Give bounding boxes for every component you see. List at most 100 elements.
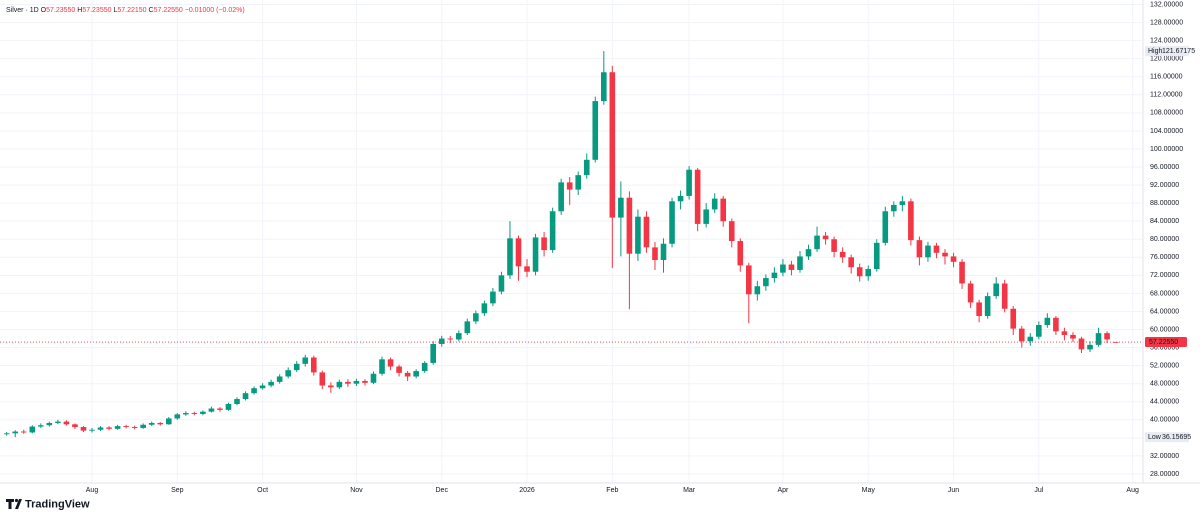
candle-body — [635, 216, 641, 254]
y-tick-label: 120.00000 — [1150, 56, 1183, 63]
candle-body — [763, 278, 769, 287]
candle-body — [165, 418, 172, 425]
marker-label: 121.67175 — [1162, 48, 1195, 55]
candle-body — [3, 433, 10, 435]
candle-body — [908, 201, 914, 241]
candle-body — [20, 431, 27, 433]
candle-body — [746, 265, 752, 295]
x-tick-label: 2026 — [519, 487, 535, 494]
candle-body — [481, 303, 488, 314]
candle-body — [72, 424, 78, 428]
x-tick-label: Apr — [777, 487, 789, 494]
candle-body — [771, 272, 778, 279]
candle-body — [660, 243, 667, 261]
y-tick-label: 96.00000 — [1150, 164, 1179, 171]
candle-body — [541, 237, 547, 251]
marker-box — [1145, 432, 1189, 443]
symbol-title: Silver · 1D — [6, 7, 39, 14]
y-tick-label: 72.00000 — [1150, 272, 1179, 279]
candle-body — [677, 195, 684, 202]
candle-body — [413, 371, 419, 377]
ohlc-key: C — [149, 7, 154, 14]
candle-body — [728, 221, 735, 242]
candle-body — [1078, 338, 1085, 350]
candle-body — [370, 373, 377, 383]
candle-body — [336, 381, 343, 388]
candle-body — [575, 175, 582, 190]
candle-body — [703, 209, 709, 224]
candle-body — [183, 413, 189, 415]
candle-body — [225, 404, 232, 410]
candle-body — [626, 197, 633, 254]
candle-body — [148, 422, 155, 425]
candle-body — [310, 357, 317, 373]
candle-body — [891, 204, 897, 212]
candle-body — [1061, 331, 1068, 335]
candle-body — [345, 381, 351, 384]
candle-body — [430, 343, 436, 363]
candle-body — [959, 261, 965, 284]
candle-body — [566, 182, 573, 190]
candle-body — [174, 414, 181, 419]
candle-body — [507, 238, 513, 276]
candle-body — [157, 422, 164, 425]
candle-body — [694, 169, 701, 224]
candle-body — [839, 251, 846, 258]
last-price-label: 57.22550 — [1149, 339, 1178, 346]
candle-body — [63, 421, 70, 425]
candle-body — [814, 235, 820, 250]
candle-body — [925, 245, 931, 258]
candle-body — [404, 372, 411, 377]
y-tick-label: 48.00000 — [1150, 381, 1179, 388]
candle-body — [259, 385, 266, 389]
candle-body — [217, 408, 223, 410]
candle-body — [319, 372, 326, 386]
y-tick-label: 84.00000 — [1150, 218, 1179, 225]
x-tick-label: Dec — [436, 487, 449, 494]
candle-body — [438, 338, 445, 344]
logo-icon — [6, 499, 22, 509]
brand-name: TradingView — [25, 498, 90, 510]
candle-body — [1018, 328, 1025, 342]
x-tick-label: Feb — [606, 487, 618, 494]
ohlc-key: O — [41, 7, 47, 14]
candle-body — [455, 333, 462, 340]
candle-body — [379, 359, 385, 374]
y-tick-label: 124.00000 — [1150, 37, 1183, 44]
y-tick-label: 32.00000 — [1150, 453, 1179, 460]
candle-body — [984, 296, 991, 316]
candle-body — [1001, 283, 1008, 309]
candle-body — [473, 313, 479, 322]
candle-body — [601, 72, 607, 102]
candle-body — [242, 393, 249, 400]
candle-body — [1010, 308, 1017, 329]
marker-name: Low — [1148, 434, 1162, 441]
y-tick-label: 68.00000 — [1150, 290, 1179, 297]
candle-body — [293, 363, 300, 371]
candle-body — [498, 275, 505, 292]
candle-body — [967, 283, 974, 303]
candle-body — [916, 240, 923, 258]
candle-body — [524, 266, 530, 272]
candle-body — [618, 197, 624, 218]
candle-body — [686, 169, 692, 196]
candle-body — [1112, 342, 1119, 343]
y-tick-label: 132.00000 — [1150, 1, 1183, 8]
candle-body — [38, 425, 44, 427]
y-tick-label: 88.00000 — [1150, 200, 1179, 207]
logo-dot — [14, 498, 19, 503]
candle-body — [131, 427, 138, 428]
x-tick-label: Aug — [86, 487, 99, 494]
x-tick-label: May — [862, 487, 876, 494]
candle-body — [942, 252, 948, 257]
candle-body — [89, 429, 95, 431]
candle-body — [387, 359, 394, 367]
candle-body — [950, 256, 957, 262]
y-tick-label: 60.00000 — [1150, 326, 1179, 333]
x-tick-label: Jul — [1034, 487, 1043, 494]
candle-body — [396, 366, 402, 373]
y-tick-label: 28.00000 — [1150, 471, 1179, 478]
candle-body — [822, 235, 829, 240]
